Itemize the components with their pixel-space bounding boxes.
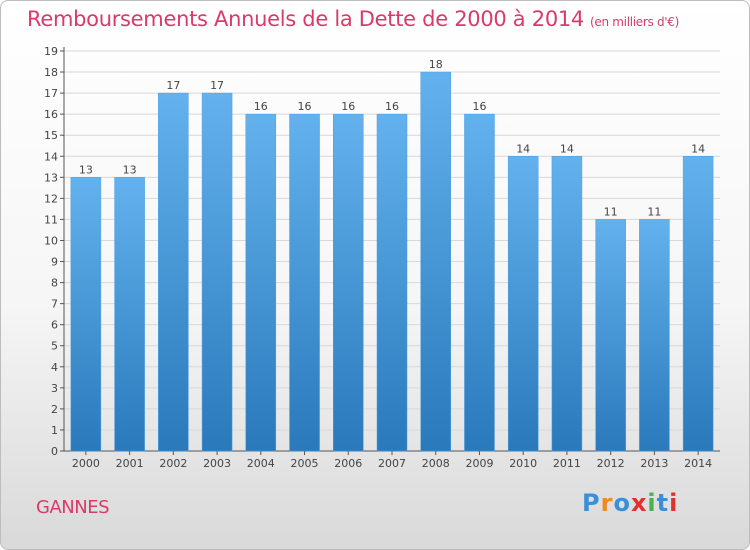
x-tick-label-2014: 2014 (684, 457, 712, 470)
y-tick-label-12: 12 (44, 192, 58, 205)
bar-2000 (70, 177, 102, 452)
bar-label-2010: 14 (516, 142, 530, 155)
bar-2003 (201, 92, 233, 452)
proxiti-logo[interactable]: Proxiti (582, 489, 678, 517)
bar-2011 (551, 156, 583, 452)
x-tick-label-2005: 2005 (291, 457, 319, 470)
x-tick-label-2010: 2010 (509, 457, 537, 470)
bar-2010 (507, 156, 539, 452)
x-tick-label-2007: 2007 (378, 457, 406, 470)
x-tick-label-2000: 2000 (72, 457, 100, 470)
y-tick-label-9: 9 (51, 256, 58, 269)
bar-label-2012: 11 (604, 205, 618, 218)
chart-title-text: Remboursements Annuels de la Dette de 20… (27, 7, 584, 31)
x-tick-label-2001: 2001 (116, 457, 144, 470)
bar-label-2009: 16 (472, 100, 486, 113)
x-tick-label-2011: 2011 (553, 457, 581, 470)
x-tick-label-2006: 2006 (334, 457, 362, 470)
logo-letter: i (647, 489, 657, 517)
y-tick-label-6: 6 (51, 319, 58, 332)
bar-label-2000: 13 (79, 163, 93, 176)
x-tick-label-2002: 2002 (159, 457, 187, 470)
bar-2005 (289, 113, 320, 452)
y-tick-label-0: 0 (51, 445, 58, 458)
bar-2009 (464, 113, 495, 452)
chart-title: Remboursements Annuels de la Dette de 20… (27, 7, 679, 31)
x-tick-label-2008: 2008 (422, 457, 450, 470)
y-tick-label-14: 14 (44, 150, 58, 163)
y-tick-label-16: 16 (44, 108, 58, 121)
y-tick-label-7: 7 (51, 298, 58, 311)
y-tick-label-1: 1 (51, 424, 58, 437)
bar-label-2006: 16 (341, 100, 355, 113)
logo-letter: P (582, 489, 601, 517)
bars (70, 71, 714, 452)
logo-letter: i (669, 489, 679, 517)
x-tick-label-2009: 2009 (465, 457, 493, 470)
bar-label-2003: 17 (210, 79, 224, 92)
y-tick-label-17: 17 (44, 87, 58, 100)
bar-label-2011: 14 (560, 142, 574, 155)
y-tick-label-19: 19 (44, 45, 58, 58)
x-tick-label-2013: 2013 (640, 457, 668, 470)
y-tick-label-10: 10 (44, 234, 58, 247)
y-tick-label-4: 4 (51, 361, 58, 374)
bar-2001 (114, 177, 145, 452)
y-tick-label-2: 2 (51, 403, 58, 416)
bar-label-2008: 18 (429, 58, 443, 71)
bar-2004 (245, 113, 277, 452)
y-tick-label-13: 13 (44, 171, 58, 184)
x-tick-label-2004: 2004 (247, 457, 275, 470)
bar-2012 (595, 219, 626, 452)
x-tick-labels: 2000 2001 2002 2003 2004 2005 2006 2007 2008 2009… (72, 457, 712, 470)
chart-unit: (en milliers d'€) (590, 15, 680, 29)
logo-letter: t (656, 489, 670, 517)
bar-2007 (376, 113, 408, 452)
x-tick-label-2012: 2012 (597, 457, 625, 470)
town-name: GANNES (36, 497, 110, 518)
y-tick-label-8: 8 (51, 277, 58, 290)
bar-value-labels: 13 13 17 17 16 16 16 16 18 16 14 14 11 11 14 (79, 58, 705, 218)
logo-letter: o (613, 489, 631, 517)
bar-2008 (420, 71, 451, 452)
bar-label-2004: 16 (254, 100, 268, 113)
y-tick-label-18: 18 (44, 66, 58, 79)
bar-label-2001: 13 (123, 163, 137, 176)
logo-letter: r (600, 489, 614, 517)
bar-label-2013: 11 (647, 205, 661, 218)
y-tick-label-15: 15 (44, 129, 58, 142)
y-tick-label-11: 11 (44, 213, 58, 226)
bar-label-2014: 14 (691, 142, 705, 155)
bar-label-2005: 16 (298, 100, 312, 113)
bar-label-2002: 17 (166, 79, 180, 92)
bar-2002 (158, 92, 189, 452)
x-tick-label-2003: 2003 (203, 457, 231, 470)
bar-2014 (682, 156, 714, 452)
bar-2013 (639, 219, 670, 452)
y-tick-label-5: 5 (51, 340, 58, 353)
bar-label-2007: 16 (385, 100, 399, 113)
y-tick-label-3: 3 (51, 382, 58, 395)
bar-2006 (333, 113, 364, 452)
logo-letter: x (630, 489, 648, 517)
